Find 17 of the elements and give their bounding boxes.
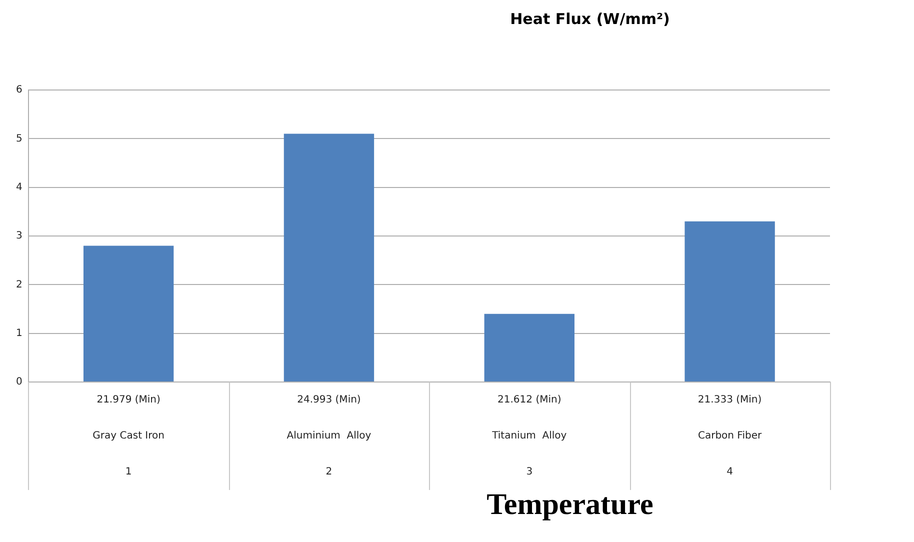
bar [284,134,374,382]
y-tick-label: 5 [16,133,22,144]
y-tick-label: 3 [16,230,22,242]
category-label: 21.979 (Min) Gray Cast Iron 1 [92,394,164,478]
y-tick-label: 0 [16,376,22,388]
y-tick-label: 1 [16,328,22,339]
bar [684,221,775,382]
y-tick-label: 4 [16,182,22,193]
category-label: 21.333 (Min) Carbon Fiber 4 [698,394,762,478]
bar [484,314,574,382]
x-axis-title: Temperature [486,488,654,522]
category-label: 24.993 (Min) Aluminium Alloy 2 [286,394,372,478]
y-tick-label: 6 [16,84,22,96]
chart-title: Heat Flux (W/mm²) [509,10,671,28]
category-label: 21.612 (Min) Titanium Alloy 3 [492,394,567,478]
y-tick-label: 2 [16,279,22,290]
bar [83,246,174,382]
